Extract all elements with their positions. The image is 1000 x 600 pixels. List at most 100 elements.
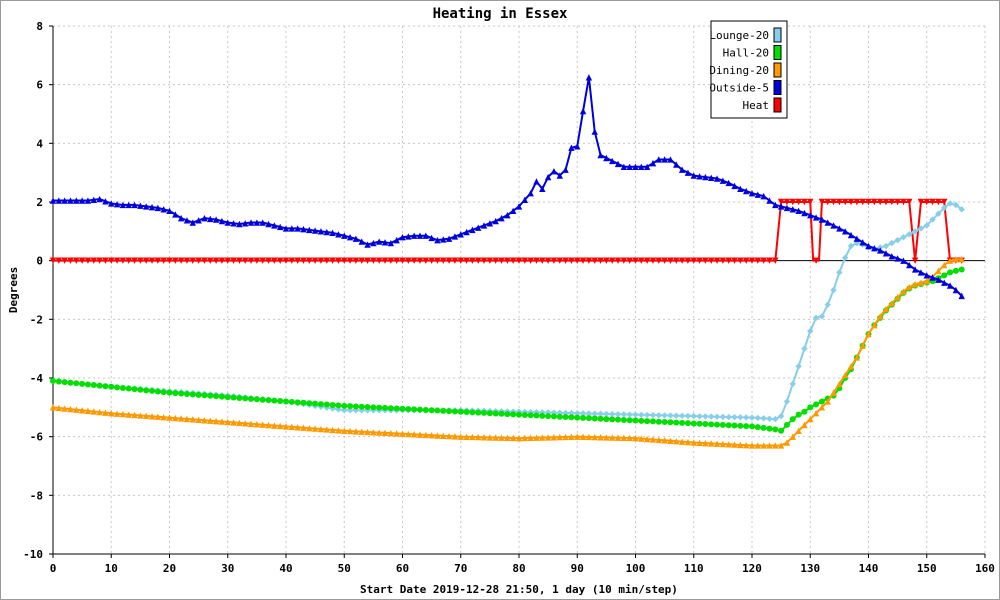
data-point-heat bbox=[317, 257, 325, 264]
data-point-dining-20 bbox=[626, 434, 633, 442]
data-point-outside-5 bbox=[818, 216, 826, 223]
data-point-dining-20 bbox=[719, 440, 727, 448]
data-point-hall-20 bbox=[481, 409, 488, 416]
data-point-heat bbox=[78, 257, 86, 264]
data-point-lounge-20 bbox=[946, 200, 954, 207]
data-point-heat bbox=[783, 198, 791, 206]
data-point-lounge-20 bbox=[708, 413, 715, 420]
legend-label: Outside-5 bbox=[709, 82, 769, 95]
data-point-dining-20 bbox=[416, 431, 424, 438]
data-point-outside-5 bbox=[183, 217, 191, 224]
data-point-hall-20 bbox=[218, 393, 225, 400]
x-tick-label: 140 bbox=[859, 562, 879, 575]
data-point-dining-20 bbox=[172, 414, 179, 422]
data-point-heat bbox=[405, 257, 412, 264]
data-point-heat bbox=[579, 257, 587, 264]
data-point-dining-20 bbox=[900, 288, 907, 295]
data-point-dining-20 bbox=[288, 423, 296, 431]
data-point-outside-5 bbox=[55, 197, 63, 204]
data-point-dining-20 bbox=[748, 442, 756, 449]
data-point-hall-20 bbox=[195, 391, 202, 398]
data-point-dining-20 bbox=[96, 408, 103, 416]
data-point-outside-5 bbox=[643, 163, 651, 170]
data-point-outside-5 bbox=[376, 238, 383, 245]
data-point-hall-20 bbox=[347, 403, 354, 410]
data-point-hall-20 bbox=[364, 404, 371, 411]
data-point-outside-5 bbox=[888, 253, 895, 260]
data-point-heat bbox=[876, 198, 884, 206]
data-point-heat bbox=[556, 257, 563, 264]
data-point-heat bbox=[259, 257, 266, 264]
data-point-outside-5 bbox=[84, 197, 92, 204]
data-point-heat bbox=[824, 198, 831, 206]
data-point-dining-20 bbox=[253, 421, 261, 428]
data-point-outside-5 bbox=[78, 197, 86, 204]
series-line-outside-5 bbox=[53, 76, 963, 297]
data-point-outside-5 bbox=[323, 228, 330, 236]
data-point-heat bbox=[370, 257, 377, 264]
data-point-outside-5 bbox=[871, 245, 878, 252]
data-point-hall-20 bbox=[947, 269, 954, 276]
data-point-outside-5 bbox=[731, 182, 738, 190]
data-point-dining-20 bbox=[935, 267, 942, 275]
data-point-heat bbox=[457, 257, 464, 264]
data-point-heat bbox=[941, 198, 948, 206]
data-point-outside-5 bbox=[387, 239, 395, 247]
data-point-outside-5 bbox=[609, 157, 616, 165]
data-point-lounge-20 bbox=[917, 225, 925, 232]
data-point-heat bbox=[678, 257, 686, 264]
data-point-dining-20 bbox=[376, 429, 383, 436]
data-point-outside-5 bbox=[958, 292, 965, 300]
data-point-heat bbox=[90, 257, 97, 264]
data-point-outside-5 bbox=[125, 201, 132, 209]
data-point-heat bbox=[649, 257, 657, 264]
data-point-hall-20 bbox=[416, 406, 423, 413]
data-point-hall-20 bbox=[591, 415, 598, 422]
data-point-dining-20 bbox=[282, 423, 290, 430]
data-point-heat bbox=[754, 257, 762, 264]
data-point-dining-20 bbox=[393, 430, 400, 437]
data-point-dining-20 bbox=[445, 432, 453, 440]
data-point-dining-20 bbox=[550, 434, 558, 441]
data-point-heat bbox=[177, 257, 185, 264]
data-point-outside-5 bbox=[917, 269, 925, 276]
data-point-hall-20 bbox=[550, 413, 557, 420]
data-point-dining-20 bbox=[783, 439, 791, 446]
data-point-heat bbox=[900, 198, 907, 206]
data-point-dining-20 bbox=[422, 431, 429, 439]
data-point-hall-20 bbox=[236, 394, 243, 401]
data-point-dining-20 bbox=[469, 433, 476, 441]
data-point-outside-5 bbox=[282, 225, 290, 232]
data-point-dining-20 bbox=[218, 418, 226, 425]
data-point-heat bbox=[836, 198, 843, 206]
data-point-dining-20 bbox=[894, 294, 901, 301]
data-point-heat bbox=[399, 257, 406, 264]
data-point-heat bbox=[568, 257, 575, 264]
data-point-hall-20 bbox=[67, 379, 74, 386]
data-point-dining-20 bbox=[941, 261, 948, 269]
data-point-outside-5 bbox=[777, 203, 785, 210]
data-point-hall-20 bbox=[801, 408, 808, 415]
data-point-outside-5 bbox=[311, 227, 319, 234]
data-point-hall-20 bbox=[440, 407, 447, 414]
data-point-dining-20 bbox=[166, 414, 173, 421]
data-point-lounge-20 bbox=[742, 414, 750, 421]
data-point-heat bbox=[737, 257, 744, 264]
data-point-outside-5 bbox=[719, 177, 727, 184]
data-point-hall-20 bbox=[90, 382, 97, 389]
data-point-hall-20 bbox=[405, 406, 412, 413]
data-point-heat bbox=[137, 257, 144, 264]
data-point-outside-5 bbox=[754, 191, 762, 198]
data-point-dining-20 bbox=[189, 416, 196, 423]
data-point-outside-5 bbox=[113, 201, 121, 208]
data-point-outside-5 bbox=[207, 215, 214, 223]
data-point-lounge-20 bbox=[737, 414, 744, 421]
data-point-hall-20 bbox=[521, 411, 528, 418]
data-point-heat bbox=[696, 257, 703, 264]
data-point-hall-20 bbox=[486, 410, 493, 417]
data-point-heat bbox=[795, 198, 802, 206]
data-point-heat bbox=[929, 198, 936, 206]
data-point-lounge-20 bbox=[684, 412, 692, 420]
data-point-hall-20 bbox=[597, 415, 604, 422]
data-point-heat bbox=[294, 257, 301, 264]
